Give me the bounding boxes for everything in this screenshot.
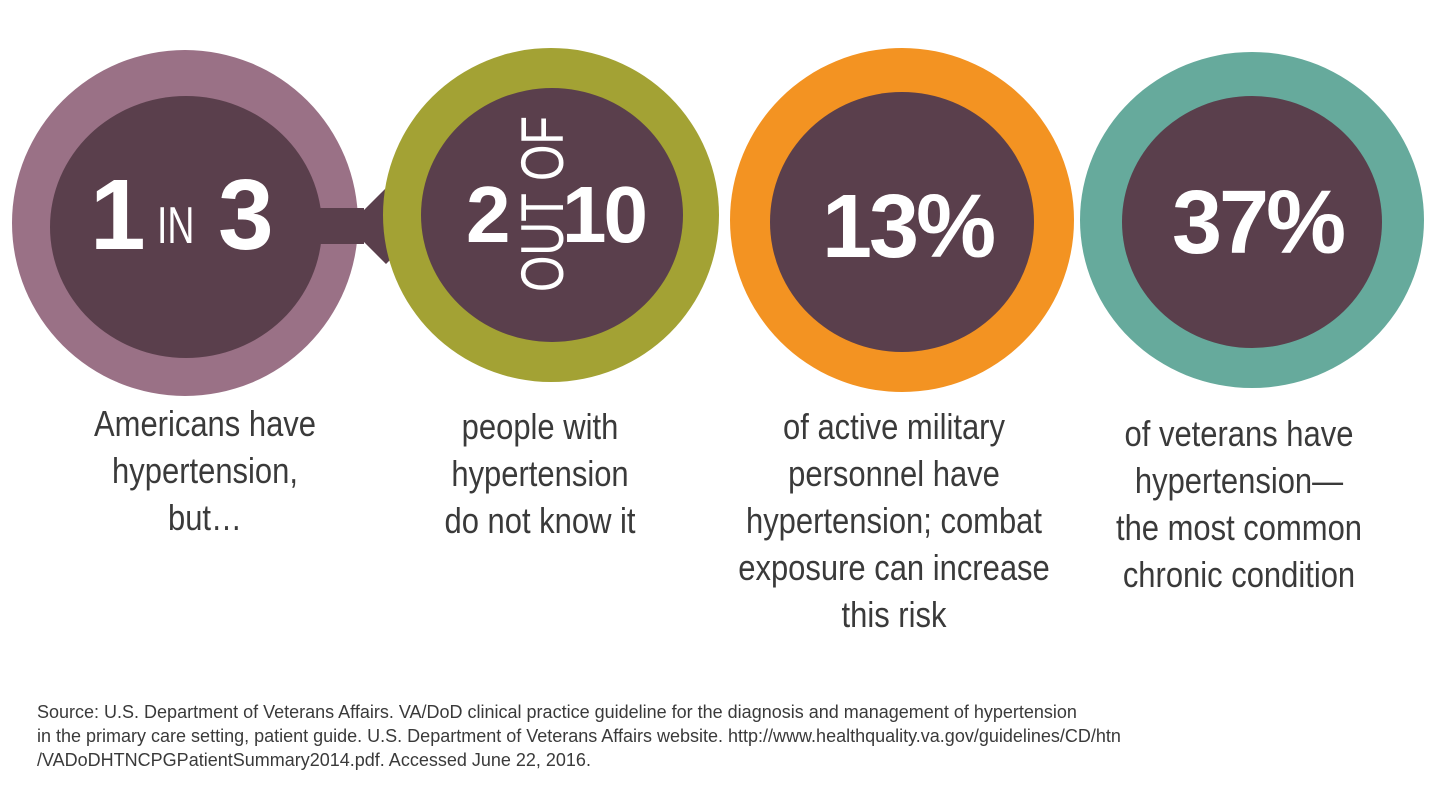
caption-line: hypertension; combat — [745, 500, 1043, 541]
stat-2-caption: people with hypertension do not know it — [407, 403, 674, 544]
source-citation: Source: U.S. Department of Veterans Affa… — [37, 700, 1327, 772]
stat-inner-4 — [1122, 96, 1382, 348]
caption-line: this risk — [841, 594, 947, 635]
stat-inner-2 — [421, 88, 683, 342]
caption-line: personnel have — [788, 453, 1000, 494]
source-line: in the primary care setting, patient gui… — [37, 726, 1121, 746]
stat-1-connector: IN — [157, 197, 195, 255]
caption-line: but… — [167, 497, 242, 538]
caption-line: chronic condition — [1122, 554, 1356, 595]
caption-line: of veterans have — [1124, 413, 1354, 454]
stat-1-number-b: 3 — [218, 159, 274, 271]
stat-2-number-a: 2 — [466, 170, 510, 259]
caption-line: people with — [461, 406, 619, 447]
caption-line: do not know it — [444, 500, 636, 541]
stat-3-value: 13% — [822, 177, 996, 277]
stat-1-number-a: 1 — [90, 159, 146, 271]
caption-line: hypertension— — [1134, 460, 1344, 501]
caption-line: Americans have — [94, 403, 316, 444]
stat-3-caption: of active military personnel have hypert… — [737, 403, 1050, 638]
source-line: Source: U.S. Department of Veterans Affa… — [37, 702, 1077, 722]
source-line: /VADoDHTNCPGPatientSummary2014.pdf. Acce… — [37, 750, 591, 770]
caption-line: hypertension — [451, 453, 629, 494]
stat-2-number-b: 10 — [562, 170, 648, 259]
stat-1-caption: Americans have hypertension, but… — [63, 400, 347, 541]
caption-line: exposure can increase — [738, 547, 1050, 588]
stat-4-value: 37% — [1172, 173, 1346, 273]
caption-line: of active military — [783, 406, 1005, 447]
stat-inner-1 — [50, 96, 322, 358]
caption-line: the most common — [1115, 507, 1363, 548]
stat-inner-3 — [770, 92, 1034, 352]
stat-4-caption: of veterans have hypertension— the most … — [1102, 410, 1375, 598]
caption-line: hypertension, — [112, 450, 298, 491]
